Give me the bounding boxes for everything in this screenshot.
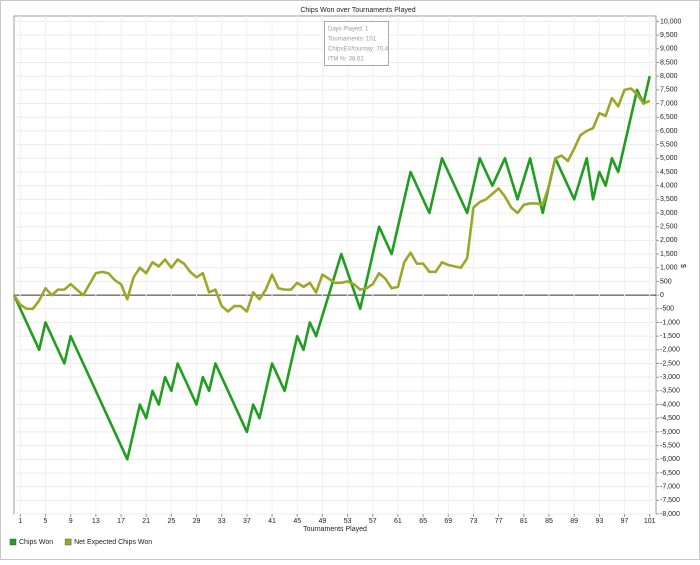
tooltip-line: ITM %: 38.61 (328, 57, 364, 63)
x-tick-label: 9 (69, 518, 73, 525)
y-tick-label: 2,000 (660, 237, 678, 244)
y-tick-label: 0 (660, 292, 664, 299)
y-tick-label: -500 (660, 306, 674, 313)
lines (12, 75, 651, 461)
y-tick-label: -7,000 (660, 483, 680, 490)
x-tick-label: 85 (545, 518, 553, 525)
x-tick-label: 73 (470, 518, 478, 525)
y-tick-label: 500 (660, 278, 672, 285)
y-tick-label: 4,500 (660, 169, 678, 176)
y-tick-label: -2,500 (660, 360, 680, 367)
legend-label: Net Expected Chips Won (74, 539, 152, 546)
y-tick-label: -6,500 (660, 470, 680, 477)
y-tick-label: 3,000 (660, 210, 678, 217)
y-tick-label: 8,500 (660, 59, 678, 66)
y-tick-label: -2,000 (660, 347, 680, 354)
y-tick-label: -8,000 (660, 511, 680, 518)
y-tick-label: -3,000 (660, 374, 680, 381)
x-tick-label: 77 (495, 518, 503, 525)
y-tick-label: 1,000 (660, 265, 678, 272)
y-tick-label: 7,500 (660, 87, 678, 94)
y-tick-label: -5,500 (660, 442, 680, 449)
x-tick-label: 69 (444, 518, 452, 525)
legend: Chips Won Net Expected Chips Won (9, 538, 152, 546)
x-axis-label: Tournaments Played (303, 526, 367, 533)
series-line (12, 87, 651, 313)
x-tick-label: 41 (268, 518, 276, 525)
y-tick-label: 5,500 (660, 141, 678, 148)
grid (14, 16, 659, 517)
plot-area (13, 15, 657, 515)
tooltip-box (324, 21, 389, 66)
x-tick-label: 45 (293, 518, 301, 525)
x-tick-label: 29 (193, 518, 201, 525)
x-tick-label: 17 (117, 518, 125, 525)
x-tick-label: 13 (92, 518, 100, 525)
legend-swatch (9, 538, 17, 546)
y-tick-label: -7,500 (660, 497, 680, 504)
y-tick-label: 1,500 (660, 251, 678, 258)
x-tick-label: 37 (243, 518, 251, 525)
y-tick-label: 5,000 (660, 155, 678, 162)
y-tick-label: 9,000 (660, 46, 678, 53)
y-tick-label: 10,000 (660, 18, 682, 25)
y-tick-label: 7,000 (660, 100, 678, 107)
x-tick-label: 5 (44, 518, 48, 525)
x-tick-label: 57 (369, 518, 377, 525)
x-tick-label: 21 (142, 518, 150, 525)
y-tick-label: -4,000 (660, 401, 680, 408)
y-tick-label: -1,500 (660, 333, 680, 340)
y-tick-label: -4,500 (660, 415, 680, 422)
x-tick-label: 1 (18, 518, 22, 525)
x-tick-label: 65 (419, 518, 427, 525)
x-tick-label: 33 (218, 518, 226, 525)
y-tick-label: 6,500 (660, 114, 678, 121)
y-tick-label: 8,000 (660, 73, 678, 80)
y-tick-label: -6,000 (660, 456, 680, 463)
y-tick-label: 3,500 (660, 196, 678, 203)
legend-swatch (64, 538, 72, 546)
y-tick-label: 9,500 (660, 32, 678, 39)
y-tick-label: -5,000 (660, 429, 680, 436)
x-tick-label: 93 (595, 518, 603, 525)
x-tick-label: 25 (167, 518, 175, 525)
x-tick-label: 61 (394, 518, 402, 525)
x-tick-label: 81 (520, 518, 528, 525)
chart-title: Chips Won over Tournaments Played (300, 7, 415, 14)
series-line (12, 75, 651, 461)
y-axis-label: $ (679, 264, 686, 268)
x-tick-label: 49 (319, 518, 327, 525)
y-tick-label: 2,500 (660, 224, 678, 231)
y-tick-label: -1,000 (660, 319, 680, 326)
x-tick-label: 101 (644, 518, 656, 525)
y-tick-label: -3,500 (660, 388, 680, 395)
tooltip: Days Played: 1 Tournaments: 101 ChipsEV/… (324, 21, 389, 66)
x-tick-label: 89 (570, 518, 578, 525)
x-tick-label: 53 (344, 518, 352, 525)
x-tick-label: 97 (621, 518, 629, 525)
y-tick-label: 4,000 (660, 182, 678, 189)
y-tick-label: 6,000 (660, 128, 678, 135)
tooltip-line: Days Played: 1 (328, 27, 369, 33)
tooltip-line: Tournaments: 101 (328, 37, 377, 43)
legend-label: Chips Won (19, 539, 53, 546)
tooltip-line: ChipsEV/tournay: 70.4 (328, 47, 389, 53)
